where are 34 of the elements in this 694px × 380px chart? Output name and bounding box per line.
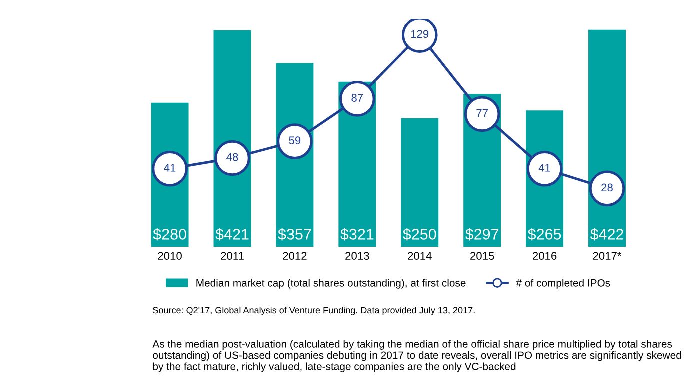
data-label: 41 [164,164,176,172]
data-label: $357 [278,228,312,241]
data-label: 41 [538,164,550,172]
text: As the median post-valuation (calculated by taking the median of the official share price multiplied by total shares outstanding) of US-based companies debuting in 2017 to date reveals, overall IPO metrics are significantly skewed by the fact mature, richly valued, late-stage companies are the only VC-backed [152,340,682,372]
point [277,124,313,160]
data-label: $280 [153,228,186,241]
data-label: 129 [411,30,429,38]
data-label: 77 [476,109,488,118]
x-tick-label: 2014 [408,252,432,260]
data-label: $250 [403,228,436,241]
legend-label: # of completed IPOs [516,279,610,289]
data-label: $321 [340,228,374,241]
x-tick-label: 2017* [593,252,622,260]
source-note: Source: Q2'17, Global Analysis of Venture Funding. Data provided July 13, 2017. [153,306,475,316]
data-label: $297 [466,228,499,241]
x-tick-label: 2010 [158,252,182,260]
legend-label: Median market cap (total shares outstanding), at first close [196,279,466,289]
data-label: 59 [289,136,301,145]
data-label: $265 [528,228,562,241]
point [589,170,626,207]
x-tick-label: 2015 [470,252,494,260]
data-label: $422 [590,228,624,241]
point [214,140,250,176]
point [464,96,500,132]
x-tick-label: 2011 [221,252,244,260]
data-label: 28 [602,184,613,192]
x-tick-label: 2016 [532,252,557,260]
data-label: 48 [226,153,238,162]
x-tick-label: 2013 [346,252,370,260]
data-label: 87 [352,94,364,102]
data-label: $421 [216,228,249,241]
bar [401,118,439,247]
x-tick-label: 2012 [283,252,307,260]
point [339,81,376,117]
